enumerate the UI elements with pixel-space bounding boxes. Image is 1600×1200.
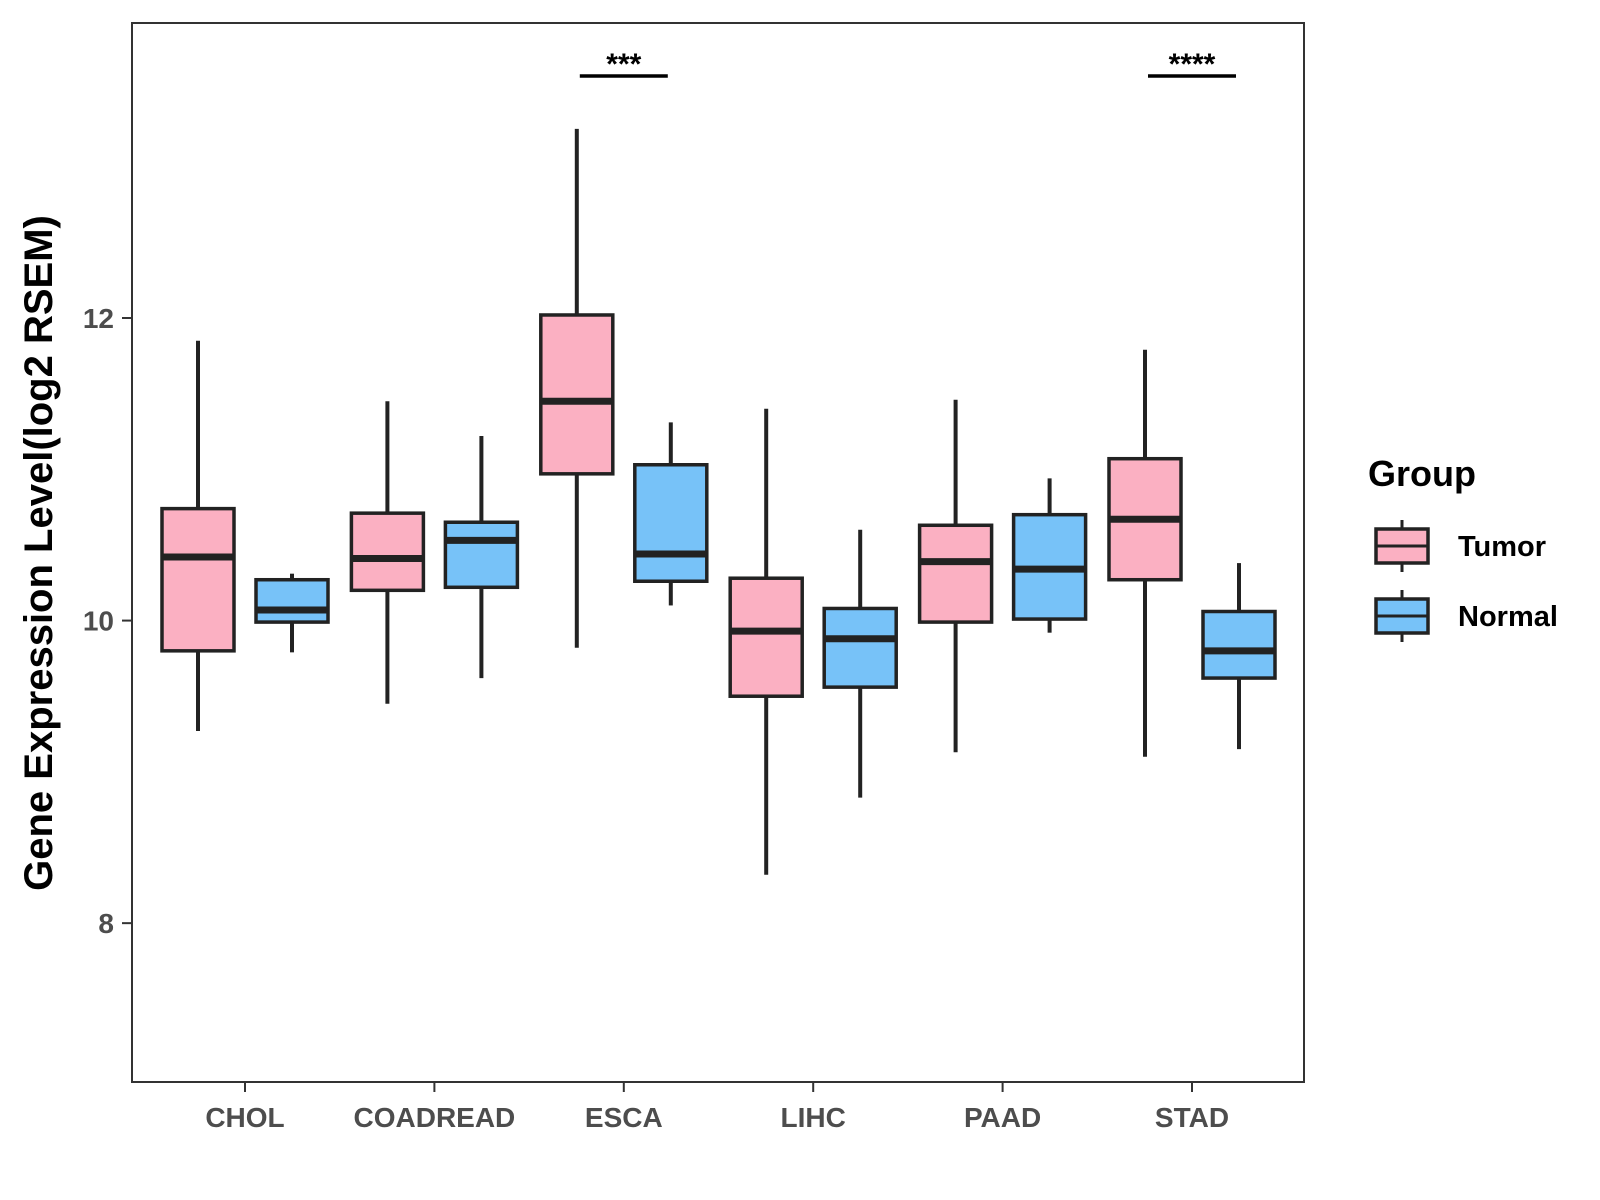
significance-label: *** — [606, 48, 641, 81]
legend-label: Tumor — [1458, 531, 1546, 563]
box-body — [349, 511, 426, 593]
x-tick-label: STAD — [1155, 1102, 1229, 1133]
legend: Group Tumor Normal — [1368, 453, 1558, 642]
box-body — [822, 606, 898, 689]
box-normal-chol — [254, 573, 330, 653]
x-tick-label: COADREAD — [354, 1102, 516, 1133]
y-tick-label: 10 — [83, 606, 114, 637]
significance-label: **** — [1169, 48, 1216, 81]
box-body — [539, 313, 615, 476]
box-body — [917, 523, 994, 624]
box-normal-lihc — [822, 529, 898, 798]
x-tick-label: PAAD — [964, 1102, 1041, 1133]
box-tumor-paad — [917, 399, 994, 753]
box-tumor-lihc — [728, 408, 804, 875]
box-body — [443, 520, 520, 590]
legend-entry-normal: Normal — [1374, 590, 1558, 642]
box-normal-paad — [1011, 478, 1088, 633]
y-tick-label: 12 — [83, 303, 114, 334]
box-tumor-esca — [539, 128, 615, 648]
box-tumor-chol — [160, 340, 236, 732]
x-tick-label: ESCA — [585, 1102, 663, 1133]
legend-title: Group — [1368, 453, 1476, 494]
y-axis-title: Gene Expression Level(log2 RSEM) — [17, 215, 61, 891]
box-tumor-coadread — [349, 401, 426, 704]
x-tick-label: LIHC — [781, 1102, 846, 1133]
legend-label: Normal — [1458, 601, 1558, 633]
box-body — [728, 576, 804, 698]
legend-entry-tumor: Tumor — [1374, 520, 1546, 572]
box-tumor-stad — [1107, 349, 1183, 757]
box-body — [254, 577, 330, 624]
box-body — [160, 506, 236, 653]
plot-panel-border — [131, 22, 1305, 1083]
box-normal-coadread — [443, 436, 520, 679]
y-tick-label: 8 — [98, 908, 114, 939]
box-body — [1201, 609, 1277, 680]
x-tick-label: CHOL — [205, 1102, 284, 1133]
box-normal-stad — [1201, 563, 1277, 750]
box-body — [633, 463, 709, 583]
box-normal-esca — [633, 422, 709, 606]
